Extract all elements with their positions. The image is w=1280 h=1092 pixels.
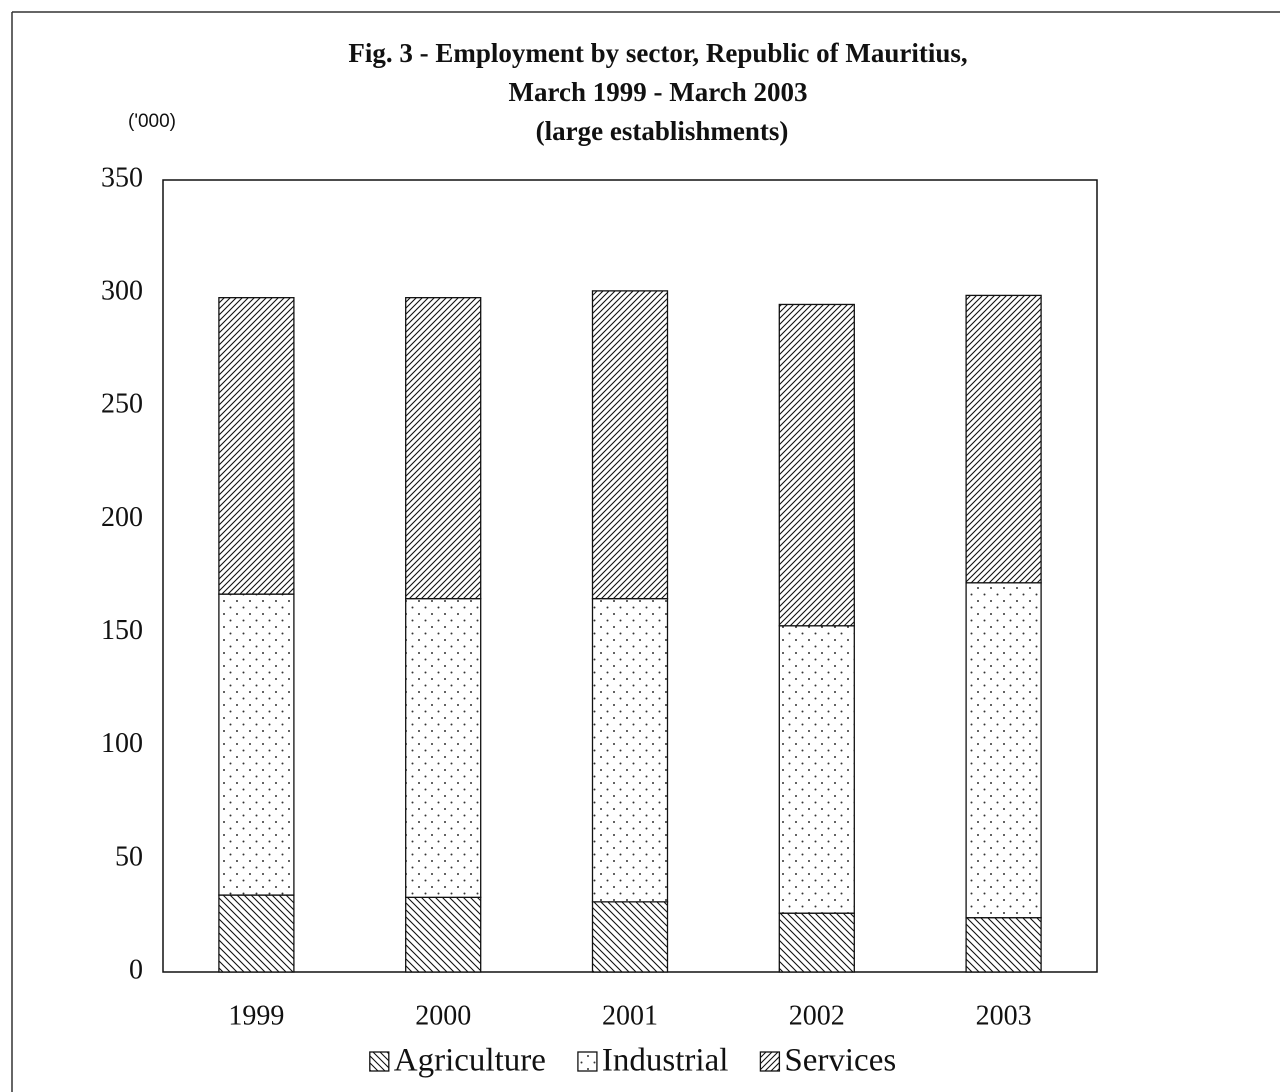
y-axis-label: ('000) bbox=[128, 111, 176, 132]
x-tick-label: 1999 bbox=[228, 1000, 284, 1031]
legend-label: Industrial bbox=[602, 1043, 728, 1079]
y-tick-label: 200 bbox=[101, 502, 143, 533]
chart-title: Fig. 3 - Employment by sector, Republic … bbox=[348, 38, 967, 68]
x-tick-label: 2000 bbox=[415, 1000, 471, 1031]
x-tick-label: 2003 bbox=[976, 1000, 1032, 1031]
y-tick-label: 50 bbox=[115, 841, 143, 872]
x-tick-label: 2001 bbox=[602, 1000, 658, 1031]
y-tick-label: 0 bbox=[129, 954, 143, 985]
legend-swatch bbox=[577, 1051, 598, 1072]
bar-segment bbox=[778, 912, 855, 973]
legend-swatch bbox=[759, 1051, 781, 1072]
bar-segment bbox=[218, 894, 295, 973]
bar-segment bbox=[218, 593, 295, 896]
x-tick-label: 2002 bbox=[789, 1000, 845, 1031]
legend-label: Services bbox=[784, 1043, 896, 1079]
y-tick-label: 350 bbox=[101, 162, 143, 193]
legend-label: Agriculture bbox=[394, 1043, 546, 1079]
legend-swatch bbox=[369, 1051, 390, 1072]
bar-segment bbox=[778, 303, 855, 627]
bar-segment bbox=[778, 625, 855, 914]
y-tick-label: 100 bbox=[101, 728, 143, 759]
bar-segment bbox=[591, 290, 669, 600]
bar-segment bbox=[218, 297, 295, 595]
bar-segment bbox=[591, 901, 669, 973]
bar-segment bbox=[965, 294, 1042, 584]
y-tick-label: 250 bbox=[101, 389, 143, 420]
bar-segment bbox=[405, 297, 482, 600]
y-tick-label: 300 bbox=[101, 276, 143, 307]
bar-segment bbox=[965, 917, 1042, 973]
bar-segment bbox=[591, 597, 669, 903]
bar-segment bbox=[405, 597, 482, 898]
bar-segment bbox=[405, 896, 482, 973]
bar-segment bbox=[965, 582, 1042, 919]
chart-title: March 1999 - March 2003 bbox=[509, 77, 808, 107]
chart-subtitle: (large establishments) bbox=[536, 116, 789, 146]
y-tick-label: 150 bbox=[101, 615, 143, 646]
